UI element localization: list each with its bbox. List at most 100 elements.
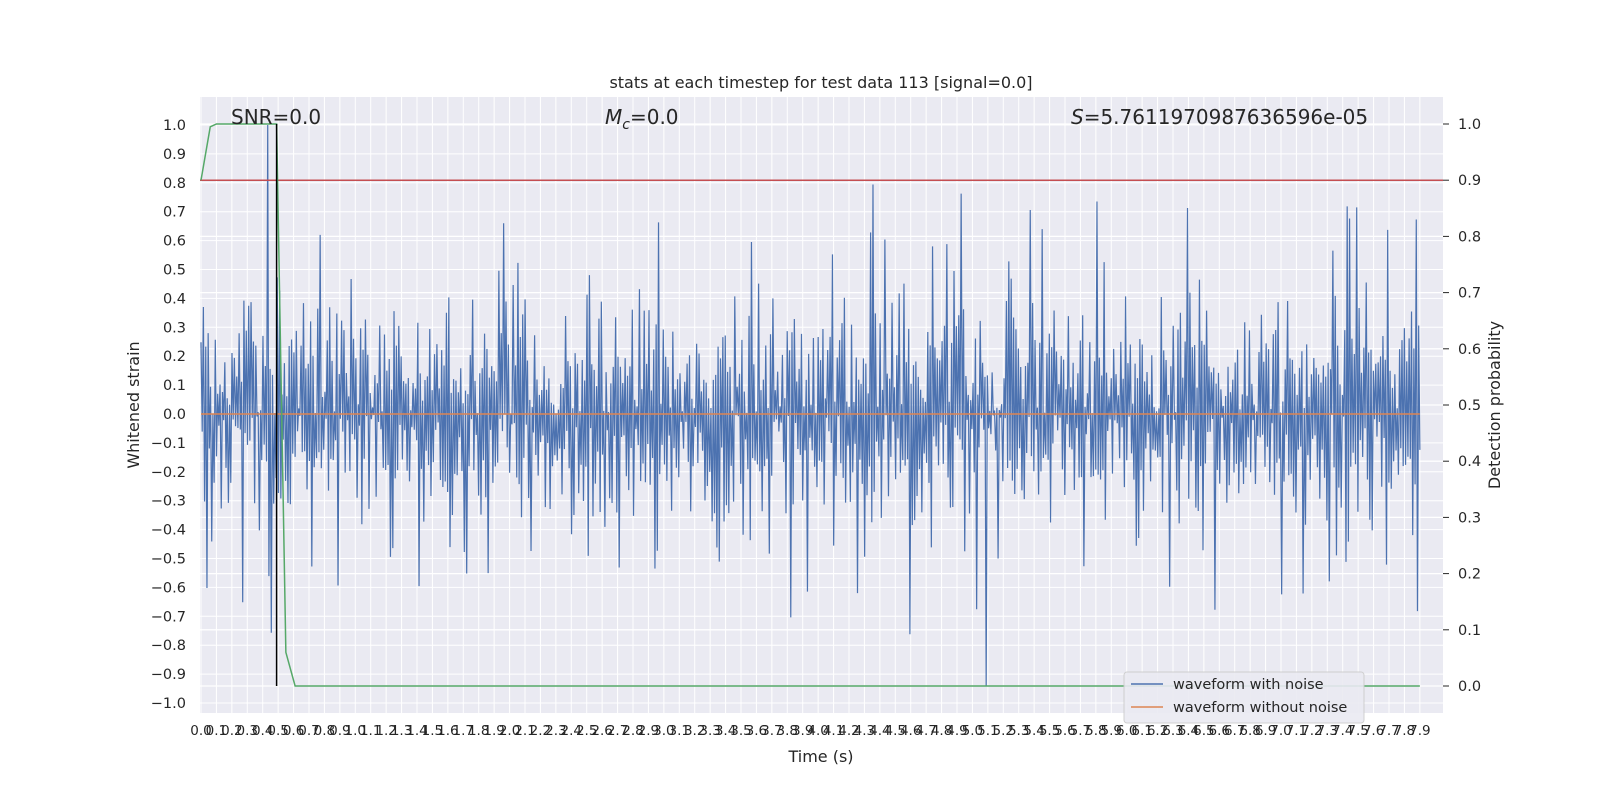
x-tick-label: 7.5 xyxy=(1347,723,1368,739)
y2-tick-label: 0.9 xyxy=(1458,173,1481,189)
x-tick-label: 0.5 xyxy=(267,723,288,739)
legend-box xyxy=(1123,671,1365,724)
x-tick-label: 5.0 xyxy=(962,723,983,739)
x-tick-label: 7.0 xyxy=(1270,723,1291,739)
x-tick-label: 2.5 xyxy=(576,723,597,739)
y-tick-label: −0.5 xyxy=(151,552,186,568)
x-tick-label: 1.6 xyxy=(437,723,458,739)
x-tick-label: 6.7 xyxy=(1224,723,1245,739)
x-tick-label: 0.3 xyxy=(237,723,258,739)
x-tick-label: 7.8 xyxy=(1394,723,1415,739)
x-tick-label: 6.4 xyxy=(1178,723,1199,739)
y-tick-label: 1.0 xyxy=(163,118,186,134)
legend-label-with-noise: waveform with noise xyxy=(1173,677,1324,693)
y-tick-label: −0.4 xyxy=(151,523,186,539)
x-tick-label: 4.5 xyxy=(885,723,906,739)
x-tick-label: 4.6 xyxy=(900,723,921,739)
y-tick-label: 0.0 xyxy=(163,407,186,423)
s-annotation: S=5.7611970987636596e-05 xyxy=(1071,105,1368,129)
y2-tick-label: 0.0 xyxy=(1458,679,1481,695)
x-tick-label: 3.6 xyxy=(746,723,767,739)
x-tick-label: 1.4 xyxy=(406,723,427,739)
x-tick-label: 2.3 xyxy=(545,723,566,739)
x-tick-label: 0.9 xyxy=(329,723,350,739)
y-tick-label: 0.3 xyxy=(163,320,186,336)
x-tick-label: 4.8 xyxy=(931,723,952,739)
x-tick-label: 7.9 xyxy=(1409,723,1430,739)
x-tick-label: 7.6 xyxy=(1363,723,1384,739)
x-tick-label: 0.6 xyxy=(283,723,304,739)
x-tick-label: 4.9 xyxy=(946,723,967,739)
x-tick-label: 0.4 xyxy=(252,723,273,739)
y-tick-label: −1.0 xyxy=(151,696,186,712)
y2-tick-label: 0.8 xyxy=(1458,229,1481,245)
x-tick-label: 5.5 xyxy=(1039,723,1060,739)
x-tick-label: 2.6 xyxy=(591,723,612,739)
x-tick-label: 2.7 xyxy=(607,723,628,739)
x-tick-label: 6.6 xyxy=(1209,723,1230,739)
x-tick-label: 4.2 xyxy=(838,723,859,739)
y-tick-label: −0.7 xyxy=(151,609,186,625)
y-tick-label: −0.8 xyxy=(151,638,186,654)
x-tick-label: 1.5 xyxy=(422,723,443,739)
chirp-mass-annotation: Mc=0.0 xyxy=(605,105,679,133)
y-tick-label: −0.3 xyxy=(151,494,186,510)
y-tick-label: −0.9 xyxy=(151,667,186,683)
y-tick-label: 0.9 xyxy=(163,147,186,163)
x-tick-label: 2.8 xyxy=(622,723,643,739)
plot-series xyxy=(200,123,1443,687)
x-axis-label: Time (s) xyxy=(787,747,853,766)
x-tick-label: 3.4 xyxy=(715,723,736,739)
x-tick-label: 2.2 xyxy=(530,723,551,739)
x-tick-label: 1.1 xyxy=(360,723,381,739)
x-tick-label: 2.0 xyxy=(499,723,520,739)
x-tick-label: 3.7 xyxy=(761,723,782,739)
x-tick-label: 5.4 xyxy=(1023,723,1044,739)
legend-label-without-noise: waveform without noise xyxy=(1173,700,1347,716)
snr-annotation: SNR=0.0 xyxy=(231,105,321,129)
x-tick-label: 1.2 xyxy=(375,723,396,739)
x-tick-label: 3.2 xyxy=(684,723,705,739)
x-tick-label: 4.4 xyxy=(869,723,890,739)
x-tick-label: 6.0 xyxy=(1116,723,1137,739)
x-tick-label: 2.4 xyxy=(561,723,582,739)
x-tick-label: 3.0 xyxy=(653,723,674,739)
x-tick-label: 5.7 xyxy=(1070,723,1091,739)
x-tick-label: 0.1 xyxy=(206,723,227,739)
y2-tick-label: 0.7 xyxy=(1458,286,1481,302)
y-tick-label: −0.1 xyxy=(151,436,186,452)
x-tick-label: 6.8 xyxy=(1239,723,1260,739)
x-tick-label: 7.2 xyxy=(1301,723,1322,739)
y2-tick-label: 0.6 xyxy=(1458,342,1481,358)
x-tick-label: 3.8 xyxy=(777,723,798,739)
y-tick-label: −0.2 xyxy=(151,465,186,481)
x-tick-label: 6.5 xyxy=(1193,723,1214,739)
x-tick-label: 4.1 xyxy=(823,723,844,739)
y2-tick-label: 1.0 xyxy=(1458,117,1481,133)
x-tick-label: 0.7 xyxy=(298,723,319,739)
x-tick-label: 1.7 xyxy=(453,723,474,739)
x-tick-label: 0.0 xyxy=(190,723,211,739)
y-tick-label: 0.7 xyxy=(163,205,186,221)
waveform-with-noise-line xyxy=(200,124,1421,686)
x-tick-label: 7.3 xyxy=(1317,723,1338,739)
x-tick-label: 3.1 xyxy=(669,723,690,739)
x-tick-label: 7.4 xyxy=(1332,723,1353,739)
y2-tick-label: 0.4 xyxy=(1458,454,1481,470)
x-tick-label: 3.5 xyxy=(730,723,751,739)
x-tick-label: 5.6 xyxy=(1054,723,1075,739)
y2-tick-label: 0.1 xyxy=(1458,623,1481,639)
y2-tick-label: 0.2 xyxy=(1458,567,1481,583)
x-tick-label: 6.1 xyxy=(1131,723,1152,739)
tick-labels: 0.00.10.20.30.40.50.60.70.80.91.01.11.21… xyxy=(151,117,1481,739)
x-tick-label: 1.9 xyxy=(483,723,504,739)
y-tick-label: 0.6 xyxy=(163,234,186,250)
x-tick-label: 5.3 xyxy=(1008,723,1029,739)
y-tick-label: 0.5 xyxy=(163,263,186,279)
y-tick-label: 0.2 xyxy=(163,349,186,365)
y-tick-label: 0.1 xyxy=(163,378,186,394)
y2-axis-label: Detection probability xyxy=(1485,321,1504,489)
x-tick-label: 0.8 xyxy=(314,723,335,739)
x-tick-label: 5.9 xyxy=(1101,723,1122,739)
